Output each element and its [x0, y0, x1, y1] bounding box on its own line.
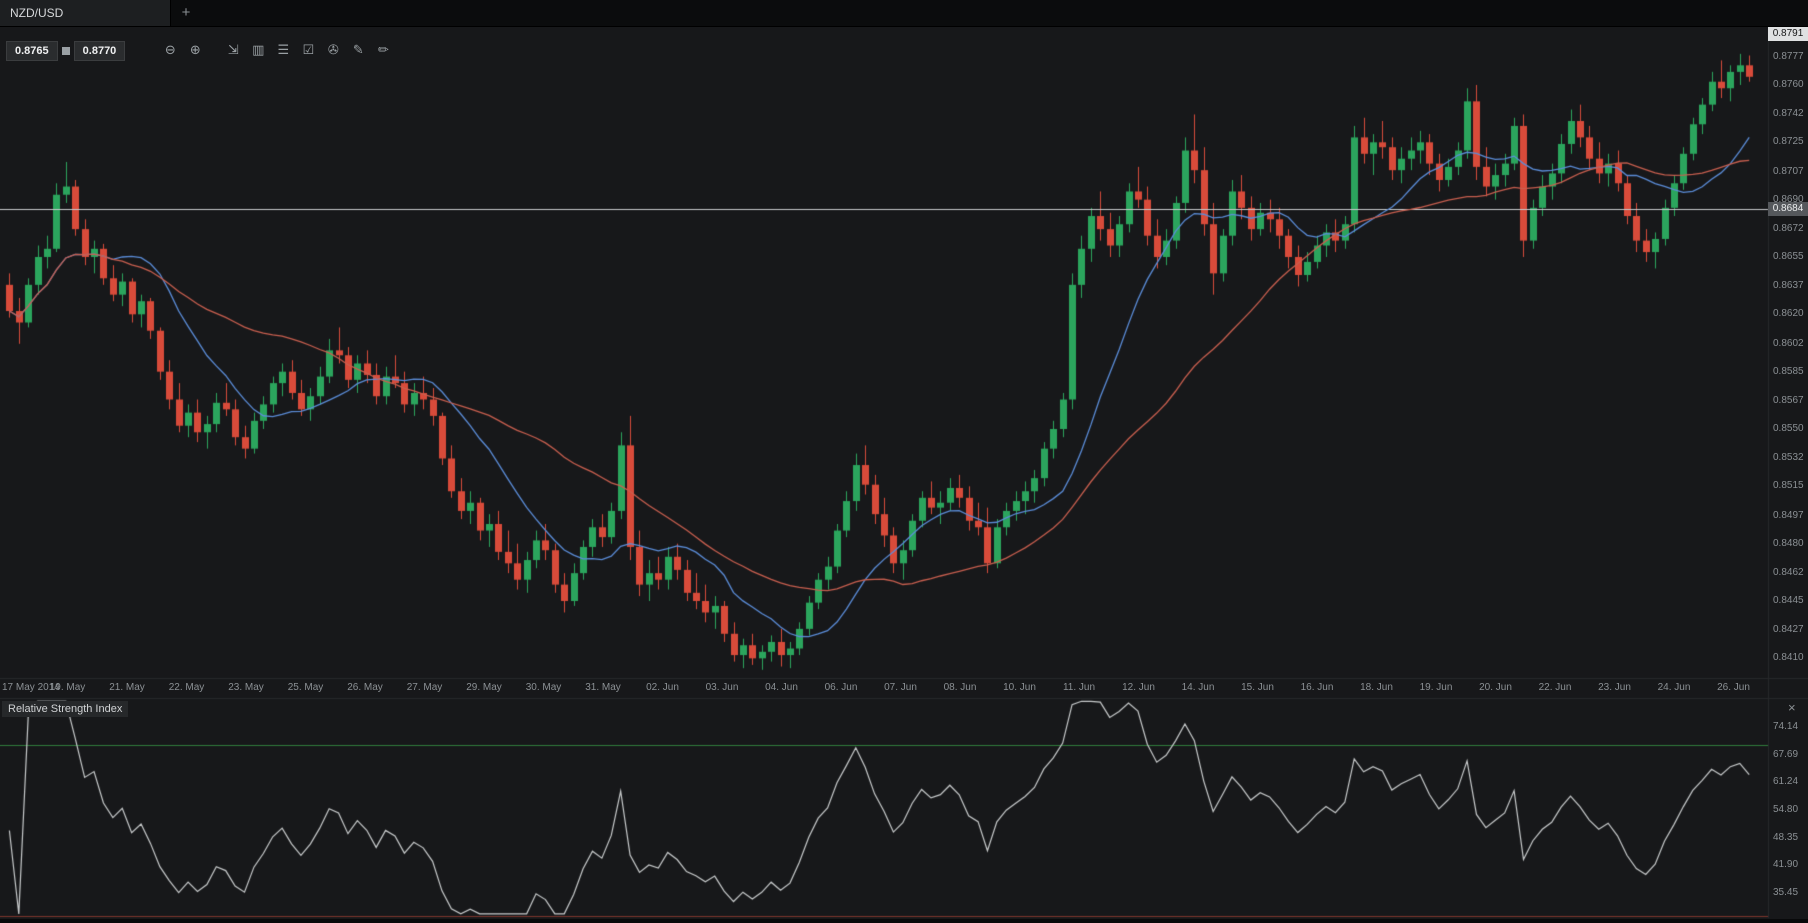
- toolbar-icon-group: ⊖ ⊕ ⇲ ▥ ☰ ☑ ✇ ✎ ✏: [159, 40, 394, 61]
- scroll-to-latest-icon[interactable]: ⇲: [222, 40, 244, 61]
- chart-type-icon[interactable]: ▥: [247, 40, 269, 61]
- zoom-out-icon[interactable]: ⊖: [159, 40, 181, 61]
- horizontal-line-price-marker: 0.8684: [1768, 202, 1808, 217]
- rsi-close-icon[interactable]: ×: [1788, 700, 1796, 715]
- checkbox-options-icon[interactable]: ☑: [297, 40, 319, 61]
- buy-button[interactable]: 0.8770: [73, 40, 126, 61]
- axis-top-price-marker: 0.8791: [1768, 27, 1808, 42]
- chart-toolbar: 0.8765 0.8770 ⊖ ⊕ ⇲ ▥ ☰ ☑ ✇ ✎ ✏: [6, 40, 394, 61]
- new-tab-button[interactable]: +: [171, 0, 201, 26]
- spread-indicator: [61, 46, 70, 55]
- draw-tool-icon[interactable]: ✏: [372, 40, 394, 61]
- sell-button[interactable]: 0.8765: [6, 40, 58, 61]
- rsi-panel-title: Relative Strength Index: [2, 701, 129, 717]
- bottom-strip: [0, 919, 1808, 923]
- indicators-list-icon[interactable]: ☰: [272, 40, 294, 61]
- zoom-in-icon[interactable]: ⊕: [184, 40, 206, 61]
- tab-bar: NZD/USD +: [0, 0, 1808, 27]
- edit-annotations-icon[interactable]: ✎: [347, 40, 369, 61]
- instrument-tab-label: NZD/USD: [10, 6, 64, 20]
- instrument-tab[interactable]: NZD/USD: [0, 0, 171, 26]
- attach-icon[interactable]: ✇: [322, 40, 344, 61]
